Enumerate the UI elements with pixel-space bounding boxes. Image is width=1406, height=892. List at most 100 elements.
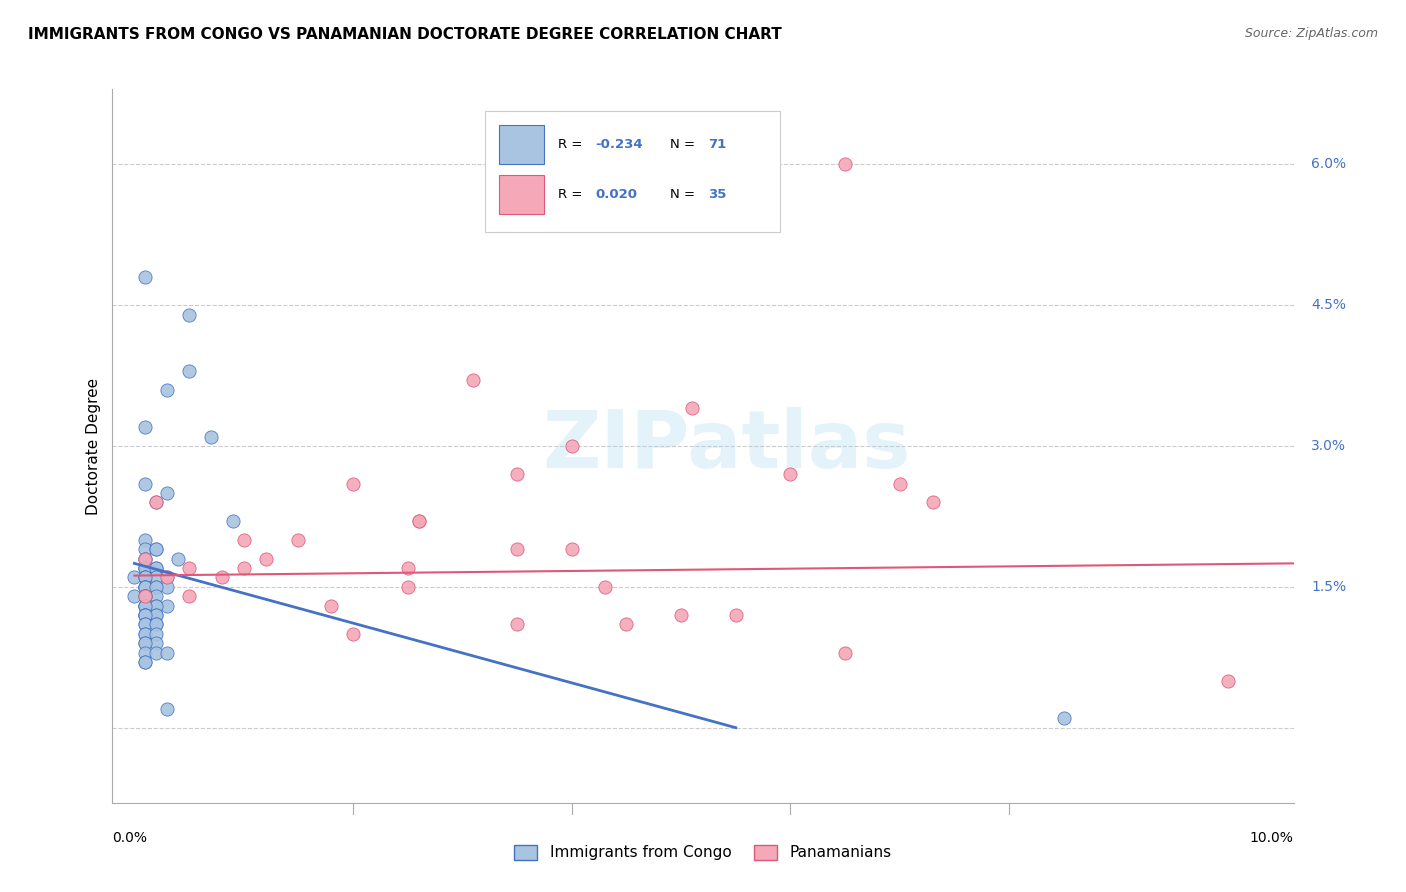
Point bbox=[145, 495, 167, 509]
Point bbox=[287, 533, 309, 547]
Text: N =: N = bbox=[669, 188, 699, 201]
Text: 6.0%: 6.0% bbox=[1312, 157, 1347, 171]
Point bbox=[1216, 673, 1239, 688]
Point bbox=[145, 570, 167, 584]
Point bbox=[145, 495, 167, 509]
Point bbox=[134, 561, 156, 575]
Point bbox=[134, 617, 156, 632]
Point bbox=[134, 589, 156, 603]
Point bbox=[134, 599, 156, 613]
Point bbox=[593, 580, 616, 594]
Point bbox=[145, 636, 167, 650]
Point bbox=[232, 561, 254, 575]
Point bbox=[134, 476, 156, 491]
Point bbox=[145, 580, 167, 594]
Point bbox=[134, 607, 156, 622]
Point bbox=[134, 655, 156, 669]
Point bbox=[134, 655, 156, 669]
Point bbox=[254, 551, 277, 566]
Point bbox=[134, 570, 156, 584]
Text: 71: 71 bbox=[707, 138, 725, 151]
Text: 10.0%: 10.0% bbox=[1250, 831, 1294, 846]
Point bbox=[134, 570, 156, 584]
Point bbox=[134, 607, 156, 622]
Point bbox=[134, 589, 156, 603]
Bar bbox=[499, 125, 544, 164]
Point bbox=[156, 580, 179, 594]
Point bbox=[156, 599, 179, 613]
Text: 0.0%: 0.0% bbox=[112, 831, 148, 846]
Point bbox=[145, 599, 167, 613]
Point bbox=[669, 607, 692, 622]
Point bbox=[145, 607, 167, 622]
Text: Source: ZipAtlas.com: Source: ZipAtlas.com bbox=[1244, 27, 1378, 40]
Point bbox=[145, 580, 167, 594]
Point bbox=[681, 401, 703, 416]
Point bbox=[134, 551, 156, 566]
Point bbox=[396, 561, 419, 575]
Point bbox=[834, 646, 856, 660]
Point bbox=[134, 270, 156, 285]
Point bbox=[134, 589, 156, 603]
Point bbox=[506, 617, 529, 632]
FancyBboxPatch shape bbox=[485, 111, 780, 232]
Y-axis label: Doctorate Degree: Doctorate Degree bbox=[86, 377, 101, 515]
Point bbox=[124, 570, 146, 584]
Point bbox=[177, 308, 200, 322]
Point bbox=[834, 157, 856, 171]
Point bbox=[342, 476, 364, 491]
Point bbox=[156, 570, 179, 584]
Text: 35: 35 bbox=[707, 188, 725, 201]
Point bbox=[156, 646, 179, 660]
Point bbox=[134, 636, 156, 650]
Point bbox=[134, 589, 156, 603]
Text: 1.5%: 1.5% bbox=[1312, 580, 1347, 594]
Point bbox=[134, 636, 156, 650]
Point bbox=[156, 570, 179, 584]
Legend: Immigrants from Congo, Panamanians: Immigrants from Congo, Panamanians bbox=[509, 838, 897, 866]
Text: ZIPatlas: ZIPatlas bbox=[543, 407, 911, 485]
Point bbox=[145, 561, 167, 575]
Point bbox=[124, 589, 146, 603]
Text: N =: N = bbox=[669, 138, 699, 151]
Point bbox=[463, 373, 485, 387]
Text: 3.0%: 3.0% bbox=[1312, 439, 1346, 453]
Point bbox=[134, 607, 156, 622]
Point bbox=[134, 599, 156, 613]
Point bbox=[396, 580, 419, 594]
Point bbox=[177, 589, 200, 603]
Point bbox=[145, 607, 167, 622]
Point bbox=[134, 580, 156, 594]
Point bbox=[134, 617, 156, 632]
Point bbox=[134, 533, 156, 547]
Point bbox=[779, 467, 801, 482]
Point bbox=[134, 599, 156, 613]
Point bbox=[134, 570, 156, 584]
Text: 0.020: 0.020 bbox=[596, 188, 637, 201]
Point bbox=[145, 646, 167, 660]
Point bbox=[134, 580, 156, 594]
Point bbox=[145, 542, 167, 557]
Point bbox=[145, 561, 167, 575]
Point bbox=[145, 599, 167, 613]
Point bbox=[167, 551, 190, 566]
Point bbox=[134, 580, 156, 594]
Point bbox=[561, 439, 583, 453]
Point bbox=[408, 514, 430, 528]
Point bbox=[145, 542, 167, 557]
Point bbox=[177, 561, 200, 575]
Point bbox=[506, 467, 529, 482]
Text: 4.5%: 4.5% bbox=[1312, 298, 1346, 312]
Point bbox=[156, 383, 179, 397]
Point bbox=[222, 514, 245, 528]
Point bbox=[134, 561, 156, 575]
Point bbox=[232, 533, 254, 547]
Point bbox=[156, 702, 179, 716]
Point bbox=[145, 617, 167, 632]
Point bbox=[134, 580, 156, 594]
Text: R =: R = bbox=[558, 188, 591, 201]
Point bbox=[134, 551, 156, 566]
Point bbox=[156, 486, 179, 500]
Point bbox=[134, 646, 156, 660]
Text: IMMIGRANTS FROM CONGO VS PANAMANIAN DOCTORATE DEGREE CORRELATION CHART: IMMIGRANTS FROM CONGO VS PANAMANIAN DOCT… bbox=[28, 27, 782, 42]
